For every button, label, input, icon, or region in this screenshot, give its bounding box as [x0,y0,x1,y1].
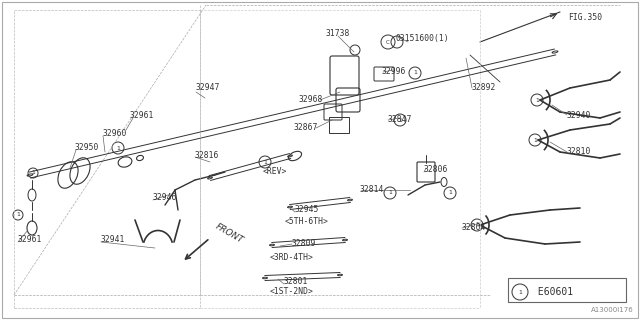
Text: 32867: 32867 [294,124,318,132]
Bar [508,278,626,302]
Text: FRONT: FRONT [214,222,245,245]
Text: 1: 1 [533,138,537,142]
Text: 1: 1 [31,171,35,175]
Text: C: C [386,39,390,44]
Text: 32816: 32816 [195,150,220,159]
Text: 32801: 32801 [284,277,308,286]
Text: 32947: 32947 [196,84,220,92]
Text: 1: 1 [535,98,539,102]
Text: 1: 1 [388,190,392,196]
Text: 32946: 32946 [153,194,177,203]
Text: 32945: 32945 [295,205,319,214]
Text: 32806: 32806 [424,165,449,174]
Text: 32810: 32810 [567,148,591,156]
Text: 1: 1 [398,117,402,123]
Text: <5TH-6TH>: <5TH-6TH> [285,218,329,227]
Text: 32996: 32996 [382,68,406,76]
Text: 1: 1 [413,70,417,76]
Text: 32960: 32960 [103,129,127,138]
Text: 32968: 32968 [299,95,323,105]
Text: 1: 1 [518,290,522,294]
Text: 1: 1 [16,212,20,218]
Text: <1ST-2ND>: <1ST-2ND> [270,287,314,297]
Text: 1: 1 [475,222,479,228]
Text: <3RD-4TH>: <3RD-4TH> [270,253,314,262]
Text: <REV>: <REV> [263,167,287,177]
Text: 1: 1 [448,190,452,196]
Text: 32892: 32892 [472,84,497,92]
Text: 32961: 32961 [130,110,154,119]
Text: FIG.350: FIG.350 [568,13,602,22]
Text: 31738: 31738 [326,29,350,38]
Text: 32940: 32940 [567,110,591,119]
Text: 32814: 32814 [360,186,385,195]
Text: A13000I176: A13000I176 [591,307,634,313]
Text: 03151600(1): 03151600(1) [395,34,449,43]
Text: 32950: 32950 [75,143,99,153]
Text: 32804: 32804 [462,223,486,233]
Text: E60601: E60601 [532,287,573,297]
Text: 32961: 32961 [18,236,42,244]
Text: 32809: 32809 [292,238,316,247]
Text: 32941: 32941 [101,236,125,244]
Text: 1: 1 [263,159,267,164]
Text: 32847: 32847 [388,116,412,124]
Text: 1: 1 [116,146,120,150]
